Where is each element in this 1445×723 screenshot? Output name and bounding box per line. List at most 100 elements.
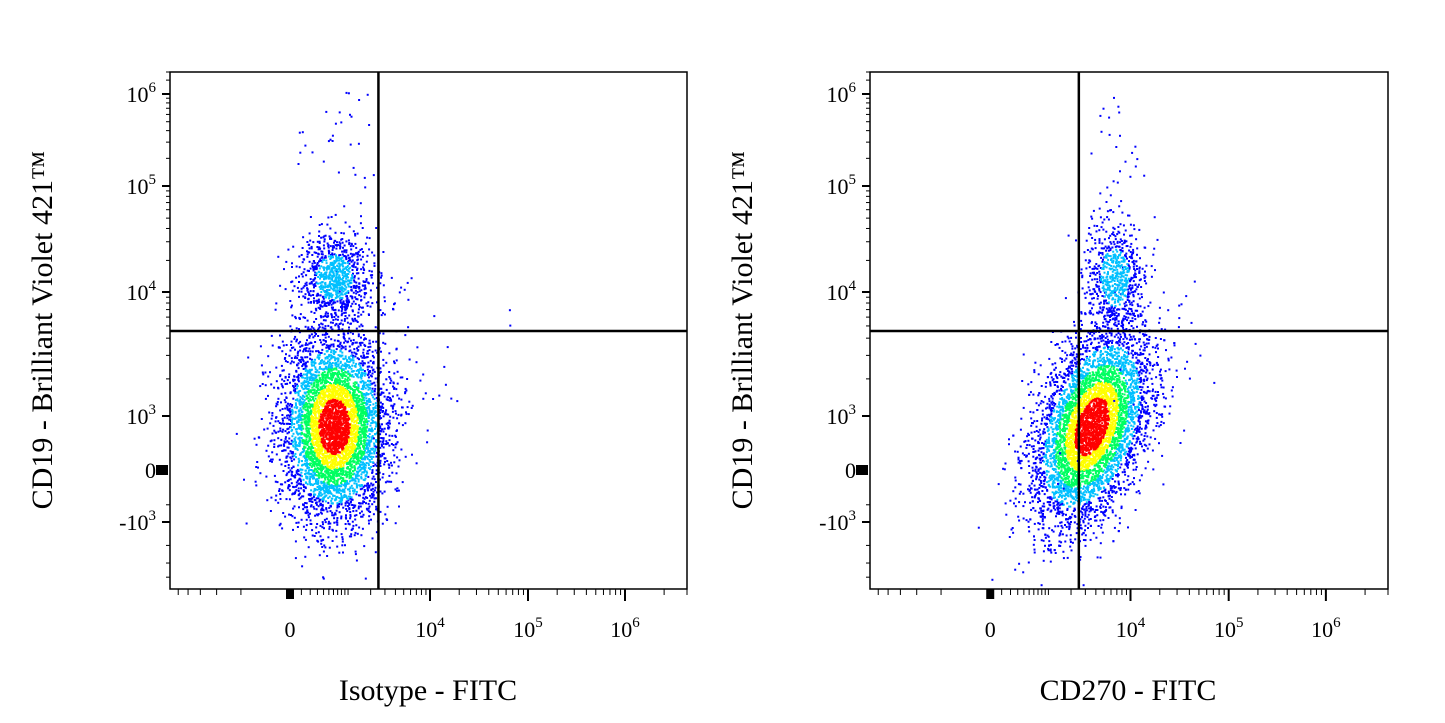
event-dot <box>318 406 320 409</box>
event-dot <box>361 341 364 344</box>
event-dot <box>348 455 351 458</box>
event-dot <box>324 445 326 448</box>
event-dot <box>297 375 299 378</box>
event-dot <box>337 370 340 373</box>
event-dot <box>342 463 345 466</box>
event-dot <box>335 470 338 473</box>
event-dot <box>382 341 385 344</box>
event-dot <box>302 449 305 452</box>
event-dot <box>324 319 327 322</box>
event-dot <box>307 428 310 431</box>
event-dot <box>284 515 287 518</box>
event-dot <box>281 378 284 381</box>
event-dot <box>348 507 351 510</box>
event-dot <box>320 388 323 391</box>
event-dot <box>332 383 335 386</box>
event-dot <box>306 376 309 379</box>
event-dot <box>386 396 389 399</box>
event-dot <box>334 382 337 385</box>
event-dot <box>356 433 359 436</box>
event-dot <box>321 398 324 400</box>
event-dot <box>316 469 319 472</box>
event-dot <box>353 506 356 508</box>
event-dot <box>295 489 298 492</box>
event-dot <box>373 370 376 373</box>
event-dot <box>368 407 371 410</box>
event-dot <box>311 453 314 456</box>
event-dot <box>334 471 337 474</box>
event-dot <box>332 345 335 348</box>
event-dot <box>312 505 315 508</box>
event-dot <box>267 444 270 447</box>
event-dot <box>375 446 378 449</box>
event-dot <box>322 368 325 371</box>
event-dot <box>281 483 284 486</box>
event-dot <box>339 343 342 346</box>
event-dot <box>347 419 349 422</box>
event-dot <box>361 427 364 430</box>
event-dot <box>371 537 374 540</box>
event-dot <box>322 434 325 437</box>
event-dot <box>360 400 363 403</box>
event-dot <box>337 324 340 327</box>
event-dot <box>391 395 394 398</box>
event-dot <box>355 400 358 402</box>
event-dot <box>354 396 357 399</box>
event-dot <box>299 399 301 402</box>
event-dot <box>277 445 280 448</box>
event-dot <box>391 471 394 474</box>
event-dot <box>363 465 365 468</box>
event-dot <box>284 407 287 410</box>
event-dot <box>352 524 355 527</box>
event-dot <box>351 487 354 490</box>
event-dot <box>299 452 302 455</box>
event-dot <box>350 351 353 354</box>
event-dot <box>355 362 358 365</box>
event-dot <box>352 418 355 421</box>
event-dot <box>368 486 371 489</box>
event-dot <box>356 431 358 434</box>
event-dot <box>336 442 339 444</box>
event-dot <box>312 336 315 339</box>
event-dot <box>347 332 350 335</box>
event-dot <box>318 379 321 382</box>
event-dot <box>373 389 376 392</box>
event-dot <box>336 345 339 348</box>
event-dot <box>344 378 347 381</box>
event-dot <box>318 486 321 489</box>
event-dot <box>306 374 308 377</box>
event-dot <box>388 352 391 355</box>
event-dot <box>363 385 365 388</box>
event-dot <box>315 394 318 397</box>
event-dot <box>364 463 366 466</box>
event-dot <box>317 396 320 399</box>
event-dot <box>307 380 310 383</box>
event-dot <box>286 428 289 431</box>
event-dot <box>288 409 291 412</box>
event-dot <box>337 398 340 401</box>
event-dot <box>293 406 296 409</box>
event-dot <box>364 466 367 469</box>
event-dot <box>302 478 305 481</box>
event-dot <box>306 412 309 415</box>
event-dot <box>294 411 297 414</box>
event-dot <box>360 515 363 518</box>
event-dot <box>304 456 307 459</box>
event-dot <box>312 389 314 392</box>
event-dot <box>301 383 304 386</box>
event-dot <box>274 480 277 483</box>
event-dot <box>279 374 282 377</box>
event-dot <box>339 381 342 384</box>
event-dot <box>292 451 294 454</box>
event-dot <box>307 388 310 390</box>
event-dot <box>331 514 334 517</box>
event-dot <box>365 462 368 464</box>
event-dot <box>297 394 300 397</box>
event-dot <box>344 449 347 452</box>
event-dot <box>308 451 311 454</box>
event-dot <box>351 420 353 423</box>
event-dot <box>302 427 305 430</box>
event-dot <box>304 481 307 484</box>
event-dot <box>339 355 342 358</box>
event-dot <box>330 349 333 352</box>
